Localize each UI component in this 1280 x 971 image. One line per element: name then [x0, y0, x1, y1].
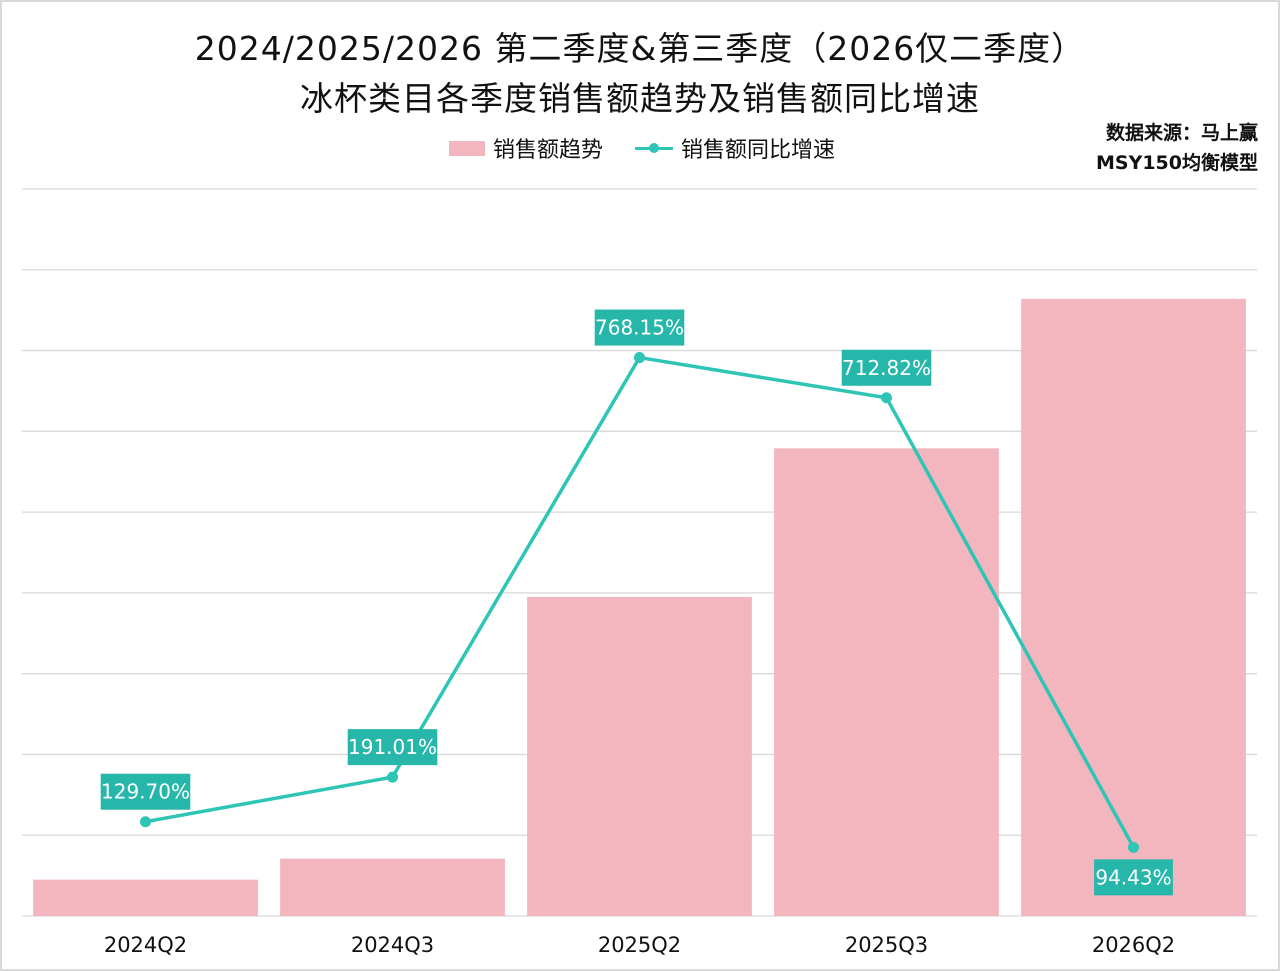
data-label-box	[347, 729, 438, 766]
bar	[774, 448, 999, 916]
chart-legend: 销售额趋势 销售额同比增速	[2, 132, 1280, 164]
data-label-box	[100, 773, 191, 810]
growth-point	[881, 392, 892, 404]
x-tick-label: 2024Q2	[104, 933, 187, 957]
x-tick-label: 2025Q3	[845, 933, 928, 957]
bar	[1021, 298, 1246, 916]
legend-bar-swatch	[448, 140, 485, 156]
legend-label-growth: 销售额同比增速	[681, 138, 836, 163]
data-label-box	[1094, 859, 1173, 896]
bar	[527, 596, 752, 916]
bar	[280, 858, 505, 916]
x-tick-label: 2026Q2	[1092, 933, 1175, 957]
chart-title-line-2: 冰杯类目各季度销售额趋势及销售额同比增速	[300, 79, 980, 118]
data-label: 768.15%	[595, 316, 684, 340]
growth-point	[1128, 841, 1139, 853]
data-label: 712.82%	[842, 356, 931, 380]
data-label: 129.70%	[101, 780, 190, 804]
x-tick-label: 2024Q3	[351, 933, 434, 957]
legend-item-growth: 销售额同比增速	[635, 132, 835, 164]
legend-label-sales: 销售额趋势	[492, 138, 603, 163]
growth-point	[387, 771, 398, 783]
source-line-2: MSY150均衡模型	[1095, 152, 1258, 174]
data-label: 94.43%	[1095, 865, 1171, 889]
legend-item-sales: 销售额趋势	[448, 132, 603, 164]
legend-line-swatch	[635, 140, 673, 156]
source-line-1: 数据来源：马上赢	[1105, 122, 1258, 144]
data-label-box	[841, 349, 932, 386]
data-label: 191.01%	[348, 735, 437, 759]
chart-title-line-1: 2024/2025/2026 第二季度&第三季度（2026仅二季度）	[194, 29, 1086, 68]
growth-point	[634, 352, 645, 364]
growth-point	[140, 816, 151, 828]
data-source-note: 数据来源：马上赢 MSY150均衡模型	[1096, 118, 1258, 178]
x-tick-label: 2025Q2	[598, 933, 681, 957]
bar	[33, 879, 258, 916]
data-label-box	[594, 309, 685, 346]
